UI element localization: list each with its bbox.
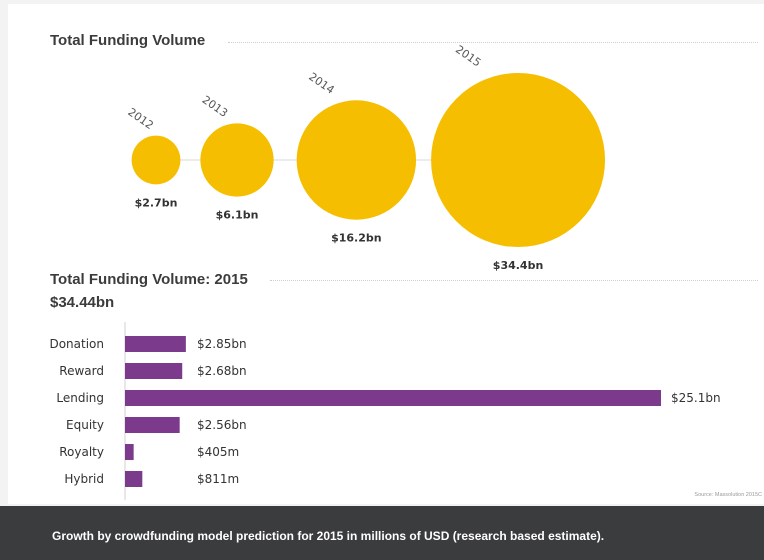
bar-category-label: Donation: [49, 337, 104, 351]
bubble-2014: [296, 100, 417, 220]
bar-category-label: Royalty: [59, 445, 104, 459]
bubble-chart: 2012$2.7bn2013$6.1bn2014$16.2bn2015$34.4…: [125, 43, 606, 272]
bubble-2012: [131, 135, 181, 185]
bubble-value-label: $6.1bn: [216, 209, 259, 222]
bar-value-label: $2.68bn: [197, 364, 247, 378]
bar-category-label: Lending: [56, 391, 104, 405]
caption-footer: Growth by crowdfunding model prediction …: [0, 506, 764, 560]
source-note: Source: Massolution 2015C: [694, 492, 762, 498]
bar-value-label: $2.85bn: [197, 337, 247, 351]
bar-royalty: [125, 444, 134, 460]
bubble-2013: [200, 123, 274, 197]
bubble-value-label: $2.7bn: [135, 196, 178, 209]
bar-category-label: Reward: [59, 364, 104, 378]
title-divider: [228, 42, 758, 43]
bar-category-label: Equity: [66, 418, 104, 432]
bar-value-label: $25.1bn: [671, 391, 721, 405]
bar-category-label: Hybrid: [64, 472, 104, 486]
caption-text: Growth by crowdfunding model prediction …: [52, 529, 605, 543]
bubble-2015: [431, 73, 606, 247]
bar-value-label: $811m: [197, 472, 239, 486]
bubble-value-label: $34.4bn: [493, 259, 544, 272]
total-funding-amount: $34.44bn: [50, 294, 115, 311]
bar-equity: [125, 417, 180, 433]
bubble-value-label: $16.2bn: [331, 232, 382, 245]
bar-chart: Donation $2.85bn Reward $2.68bn Lending $25.1…: [49, 322, 721, 500]
bar-donation: [125, 336, 186, 352]
bar-value-label: $2.56bn: [197, 418, 247, 432]
bar-title-divider: [270, 280, 758, 281]
bar-value-label: $405m: [197, 445, 239, 459]
bar-lending: [125, 390, 661, 406]
bar-hybrid: [125, 471, 143, 487]
bubble-chart-title: Total Funding Volume: [50, 32, 206, 49]
bar-reward: [125, 363, 183, 379]
bar-chart-title: Total Funding Volume: 2015: [50, 271, 248, 288]
infographic-card: Total Funding Volume 2012 $2.7bn 2013 $6.1b…: [8, 4, 764, 504]
